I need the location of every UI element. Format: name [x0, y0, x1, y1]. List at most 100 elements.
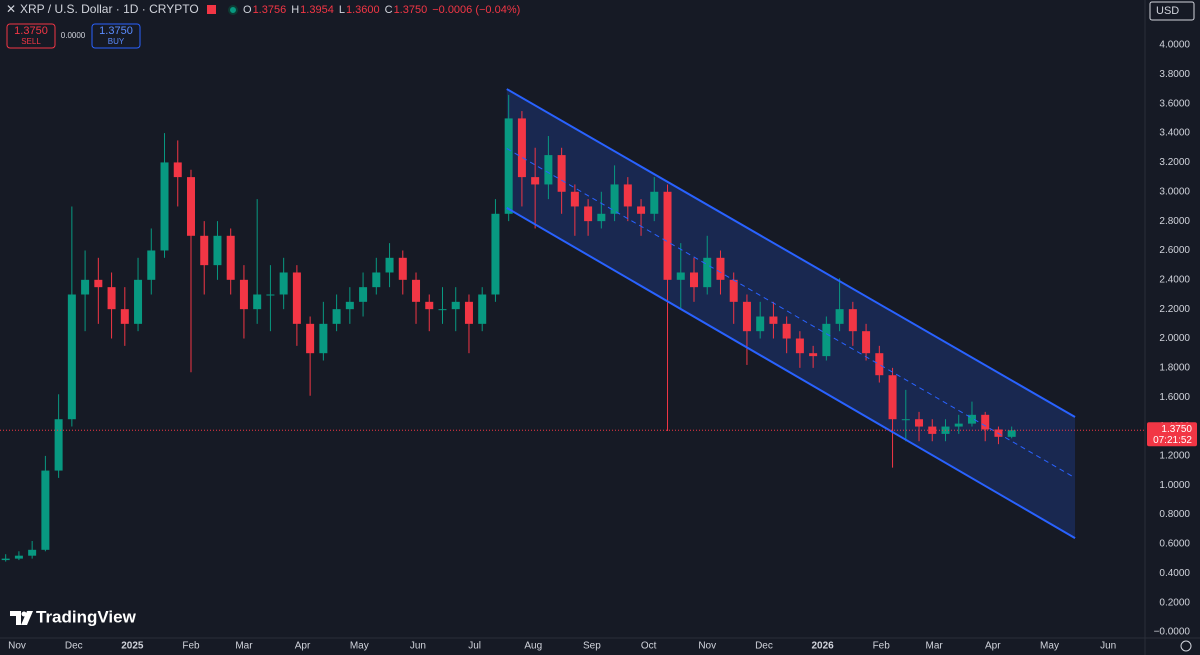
candle-body [266, 294, 275, 296]
y-tick-label: 0.6000 [1159, 539, 1190, 550]
candle-body [186, 177, 195, 236]
candle-body [28, 549, 37, 556]
candle-body [597, 213, 606, 222]
currency-button[interactable] [1149, 1, 1195, 21]
candle-body [332, 309, 341, 324]
ohlc-value: 1.3750 [394, 4, 428, 16]
candle-body [901, 419, 910, 421]
x-tick-label: 2025 [121, 641, 144, 652]
candle-body [292, 272, 301, 324]
candle-body [650, 191, 659, 214]
x-tick-label: Jul [468, 641, 481, 652]
candle-body [160, 162, 169, 251]
x-tick-label: Sep [583, 641, 601, 652]
x-tick-label: Oct [641, 641, 657, 652]
y-tick-label: −0.0000 [1154, 627, 1191, 638]
x-tick-label: Aug [524, 641, 542, 652]
candle-body [848, 309, 857, 332]
candle-body [491, 213, 500, 295]
x-tick-label: 2026 [811, 641, 834, 652]
x-tick-label: May [350, 641, 369, 652]
sell-label: SELL [21, 37, 41, 46]
x-tick-label: May [1040, 641, 1059, 652]
candle-body [94, 279, 103, 288]
candle-body [239, 279, 248, 310]
candle-body [213, 235, 222, 266]
candle-body [120, 309, 129, 324]
y-tick-label: 4.0000 [1159, 40, 1190, 51]
channel-upper [506, 88, 1076, 418]
candle-body [412, 279, 421, 302]
ohlc-tag: H [291, 4, 299, 16]
candle-body [253, 294, 262, 310]
candle-body [41, 470, 50, 550]
x-tick-label: Feb [182, 641, 200, 652]
ohlc-tag: O [243, 4, 252, 16]
candle-body [372, 272, 381, 288]
candle-body [689, 272, 698, 288]
candle-body [173, 162, 182, 178]
candle-body [1, 558, 10, 561]
y-tick-label: 2.8000 [1159, 216, 1190, 227]
y-tick-label: 3.8000 [1159, 69, 1190, 80]
flag-icon[interactable] [207, 5, 216, 14]
candle-body [570, 191, 579, 207]
y-tick-label: 0.4000 [1159, 568, 1190, 579]
ohlc-value: 1.3600 [346, 4, 380, 16]
candle-body [782, 323, 791, 339]
candle-body [795, 338, 804, 354]
candle-body [742, 301, 751, 332]
candle-body [425, 301, 434, 310]
plot-area [0, 88, 1145, 562]
y-tick-label: 0.2000 [1159, 597, 1190, 608]
candle-body [676, 272, 685, 280]
buy-button[interactable] [91, 23, 141, 49]
candle-body [875, 353, 884, 376]
candle-body [451, 301, 460, 310]
candle-body [756, 316, 765, 332]
candle-body [928, 426, 937, 434]
symbol-title: XRP / U.S. Dollar · 1D · CRYPTO [20, 2, 199, 16]
ohlc-change: −0.0006 (−0.04%) [432, 4, 520, 16]
candle-body [637, 206, 646, 214]
x-tick-label: Jun [1100, 641, 1116, 652]
status-dot [228, 5, 238, 15]
y-tick-label: 2.6000 [1159, 245, 1190, 256]
close-icon[interactable]: ✕ [6, 2, 16, 16]
candle-body [200, 235, 209, 266]
candle-body [544, 155, 553, 185]
x-tick-label: Dec [755, 641, 773, 652]
y-tick-label: 1.6000 [1159, 392, 1190, 403]
candle-body [398, 257, 407, 280]
sell-button[interactable] [6, 23, 56, 49]
buy-price: 1.3750 [99, 25, 133, 37]
brand-name: TradingView [36, 607, 137, 626]
candle-body [517, 118, 526, 178]
candle-body [835, 309, 844, 324]
candle-body [809, 353, 818, 357]
y-tick-label: 3.2000 [1159, 157, 1190, 168]
y-tick-label: 2.4000 [1159, 274, 1190, 285]
channel-lower [506, 207, 1076, 539]
candle-body [822, 323, 831, 357]
candle-body [557, 155, 566, 192]
candle-body [1007, 430, 1016, 437]
ohlc-tag: C [385, 4, 393, 16]
candle-body [623, 184, 632, 207]
settings-icon[interactable] [1180, 640, 1192, 652]
candle-body [769, 316, 778, 324]
candle-body [319, 323, 328, 354]
candle-body [981, 414, 990, 430]
candle-body [610, 184, 619, 214]
x-tick-label: Jun [410, 641, 426, 652]
candle-body [663, 191, 672, 280]
candle-body [107, 287, 116, 310]
brand-logo-dot [21, 611, 27, 617]
y-tick-label: 1.0000 [1159, 480, 1190, 491]
candle-body [279, 272, 288, 295]
candle-body [531, 177, 540, 185]
candle-body [147, 250, 156, 280]
